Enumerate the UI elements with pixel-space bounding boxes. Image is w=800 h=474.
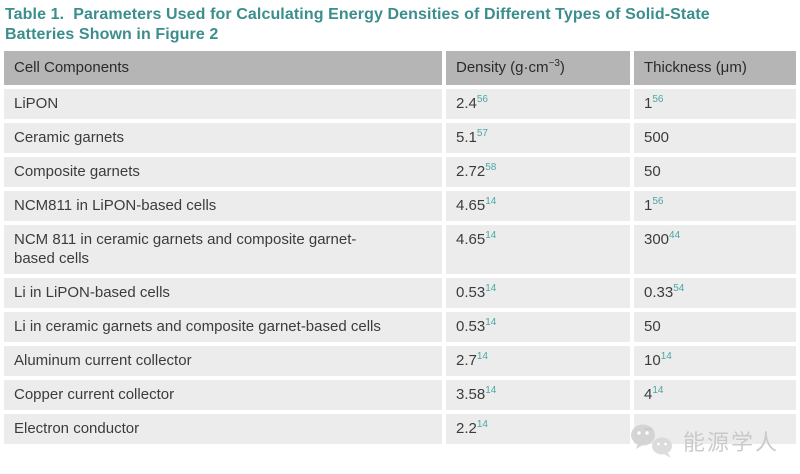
component-label: Ceramic garnets bbox=[14, 129, 125, 146]
table-row: Ceramic garnets 5.157 500 bbox=[4, 123, 796, 153]
component-cell: NCM811 in LiPON-based cells bbox=[4, 191, 442, 221]
density-cell: 2.214 bbox=[446, 414, 630, 444]
density-cell: 4.6514 bbox=[446, 191, 630, 221]
component-cell: Li in LiPON-based cells bbox=[4, 278, 442, 308]
density-value: 3.58 bbox=[456, 386, 486, 403]
table-row: Electron conductor 2.214 – bbox=[4, 414, 796, 444]
component-cell: Aluminum current collector bbox=[4, 346, 442, 376]
table-row: Aluminum current collector 2.714 1014 bbox=[4, 346, 796, 376]
parameters-table: Cell Components Density (g·cm−3) Thickne… bbox=[0, 47, 800, 448]
reference-superscript: 54 bbox=[673, 283, 685, 294]
density-cell: 2.714 bbox=[446, 346, 630, 376]
reference-superscript: 44 bbox=[669, 230, 681, 241]
component-cell: Composite garnets bbox=[4, 157, 442, 187]
density-cell: 2.7258 bbox=[446, 157, 630, 187]
component-cell: LiPON bbox=[4, 89, 442, 119]
reference-superscript: 14 bbox=[660, 351, 672, 362]
header-density-prefix: Density (g·cm bbox=[456, 59, 549, 76]
density-cell: 4.6514 bbox=[446, 225, 630, 274]
density-value: 2.7 bbox=[456, 352, 477, 369]
reference-superscript: 14 bbox=[485, 196, 497, 207]
table-title: Table 1. Parameters Used for Calculating… bbox=[5, 6, 710, 43]
density-value: 4.65 bbox=[456, 231, 486, 248]
thickness-cell: 1014 bbox=[634, 346, 796, 376]
density-cell: 0.5314 bbox=[446, 312, 630, 342]
component-label: NCM811 in LiPON-based cells bbox=[14, 197, 217, 214]
header-density: Density (g·cm−3) bbox=[446, 51, 630, 85]
thickness-value: 1 bbox=[644, 95, 653, 112]
density-value: 5.1 bbox=[456, 129, 477, 146]
component-cell: Copper current collector bbox=[4, 380, 442, 410]
table-row: NCM 811 in ceramic garnets and composite… bbox=[4, 225, 796, 274]
table-row: Composite garnets 2.7258 50 bbox=[4, 157, 796, 187]
reference-superscript: 14 bbox=[485, 230, 497, 241]
thickness-value: 300 bbox=[644, 231, 670, 248]
thickness-value: 50 bbox=[644, 318, 661, 335]
header-cell-components: Cell Components bbox=[4, 51, 442, 85]
header-density-exponent: −3 bbox=[548, 58, 560, 69]
thickness-value: 50 bbox=[644, 163, 661, 180]
component-label: Li in ceramic garnets and composite garn… bbox=[14, 318, 381, 335]
table-row: Li in LiPON-based cells 0.5314 0.3354 bbox=[4, 278, 796, 308]
reference-superscript: 56 bbox=[652, 196, 664, 207]
density-value: 0.53 bbox=[456, 284, 486, 301]
thickness-value: – bbox=[644, 420, 653, 437]
thickness-cell: 0.3354 bbox=[634, 278, 796, 308]
table-row: NCM811 in LiPON-based cells 4.6514 156 bbox=[4, 191, 796, 221]
header-thickness: Thickness (μm) bbox=[634, 51, 796, 85]
component-label: Copper current collector bbox=[14, 386, 175, 403]
thickness-cell: 156 bbox=[634, 89, 796, 119]
component-label: Electron conductor bbox=[14, 420, 140, 437]
component-label: Composite garnets bbox=[14, 163, 140, 180]
reference-superscript: 14 bbox=[652, 385, 664, 396]
reference-superscript: 14 bbox=[485, 317, 497, 328]
reference-superscript: 14 bbox=[485, 385, 497, 396]
thickness-cell: 30044 bbox=[634, 225, 796, 274]
component-label: Li in LiPON-based cells bbox=[14, 284, 170, 301]
component-label: LiPON bbox=[14, 95, 59, 112]
thickness-value: 0.33 bbox=[644, 284, 674, 301]
density-value: 0.53 bbox=[456, 318, 486, 335]
header-density-suffix: ) bbox=[559, 59, 565, 76]
thickness-cell: – bbox=[634, 414, 796, 444]
thickness-cell: 156 bbox=[634, 191, 796, 221]
thickness-cell: 50 bbox=[634, 157, 796, 187]
reference-superscript: 14 bbox=[476, 419, 488, 430]
component-cell: Electron conductor bbox=[4, 414, 442, 444]
reference-superscript: 56 bbox=[652, 94, 664, 105]
table-row: Li in ceramic garnets and composite garn… bbox=[4, 312, 796, 342]
table-row: Copper current collector 3.5814 414 bbox=[4, 380, 796, 410]
thickness-cell: 500 bbox=[634, 123, 796, 153]
component-label: NCM 811 in ceramic garnets and composite… bbox=[14, 231, 357, 267]
component-cell: Li in ceramic garnets and composite garn… bbox=[4, 312, 442, 342]
density-cell: 0.5314 bbox=[446, 278, 630, 308]
density-cell: 3.5814 bbox=[446, 380, 630, 410]
thickness-value: 500 bbox=[644, 129, 670, 146]
thickness-cell: 50 bbox=[634, 312, 796, 342]
density-cell: 2.456 bbox=[446, 89, 630, 119]
reference-superscript: 57 bbox=[476, 128, 488, 139]
thickness-value: 1 bbox=[644, 197, 653, 214]
table-row: LiPON 2.456 156 bbox=[4, 89, 796, 119]
density-cell: 5.157 bbox=[446, 123, 630, 153]
reference-superscript: 14 bbox=[476, 351, 488, 362]
density-value: 4.65 bbox=[456, 197, 486, 214]
reference-superscript: 58 bbox=[485, 162, 497, 173]
thickness-value: 4 bbox=[644, 386, 653, 403]
component-cell: NCM 811 in ceramic garnets and composite… bbox=[4, 225, 442, 274]
reference-superscript: 14 bbox=[485, 283, 497, 294]
thickness-value: 10 bbox=[644, 352, 661, 369]
density-value: 2.4 bbox=[456, 95, 477, 112]
reference-superscript: 56 bbox=[476, 94, 488, 105]
density-value: 2.2 bbox=[456, 420, 477, 437]
density-value: 2.72 bbox=[456, 163, 486, 180]
header-row: Cell Components Density (g·cm−3) Thickne… bbox=[4, 51, 796, 85]
thickness-cell: 414 bbox=[634, 380, 796, 410]
component-label: Aluminum current collector bbox=[14, 352, 192, 369]
component-cell: Ceramic garnets bbox=[4, 123, 442, 153]
